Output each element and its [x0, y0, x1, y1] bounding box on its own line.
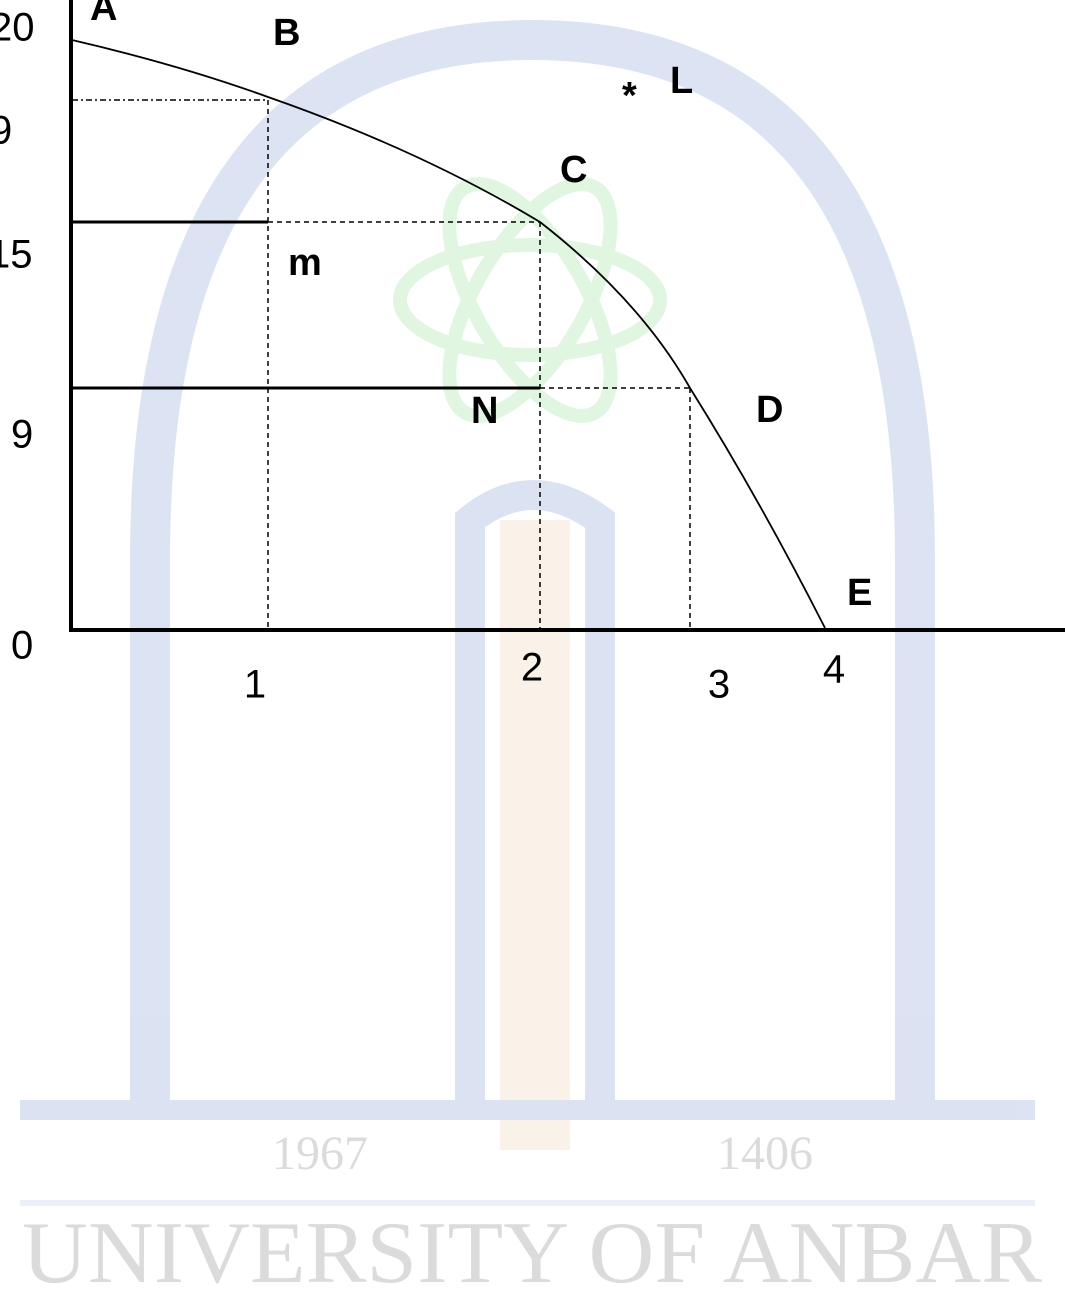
watermark-tower: [455, 480, 615, 1110]
y-label: 9: [0, 109, 12, 153]
guides: [72, 99, 691, 628]
point-label: N: [471, 390, 498, 432]
x-label: 1: [244, 663, 266, 707]
x-label: 3: [708, 663, 730, 707]
point-label: B: [273, 12, 300, 54]
point-label: D: [756, 389, 783, 431]
point-label: m: [288, 242, 322, 284]
point-marker: *: [622, 75, 637, 117]
frontier-curve: [71, 39, 826, 629]
watermark: 1967 1406 UNIVERSITY OF ANBAR: [20, 19, 1042, 1302]
watermark-arch: [130, 19, 935, 1110]
watermark-year: 1967: [272, 1127, 368, 1180]
point-label: C: [560, 149, 587, 191]
x-label: 4: [823, 648, 845, 692]
y-label: 0: [11, 624, 33, 668]
watermark-base: [20, 1100, 1035, 1120]
watermark-year: 1406: [717, 1127, 813, 1180]
watermark-minaret: [500, 520, 570, 1150]
y-label: 20: [0, 6, 35, 50]
watermark-atom: [393, 177, 667, 423]
y-label: 9: [11, 413, 33, 457]
point-label: L: [670, 60, 693, 102]
point-label: E: [847, 572, 872, 614]
point-label: A: [90, 0, 117, 29]
y-label: 15: [0, 233, 33, 277]
watermark-rule: [20, 1200, 1035, 1206]
watermark-text: UNIVERSITY OF ANBAR: [22, 1205, 1042, 1302]
x-label: 2: [521, 646, 543, 690]
